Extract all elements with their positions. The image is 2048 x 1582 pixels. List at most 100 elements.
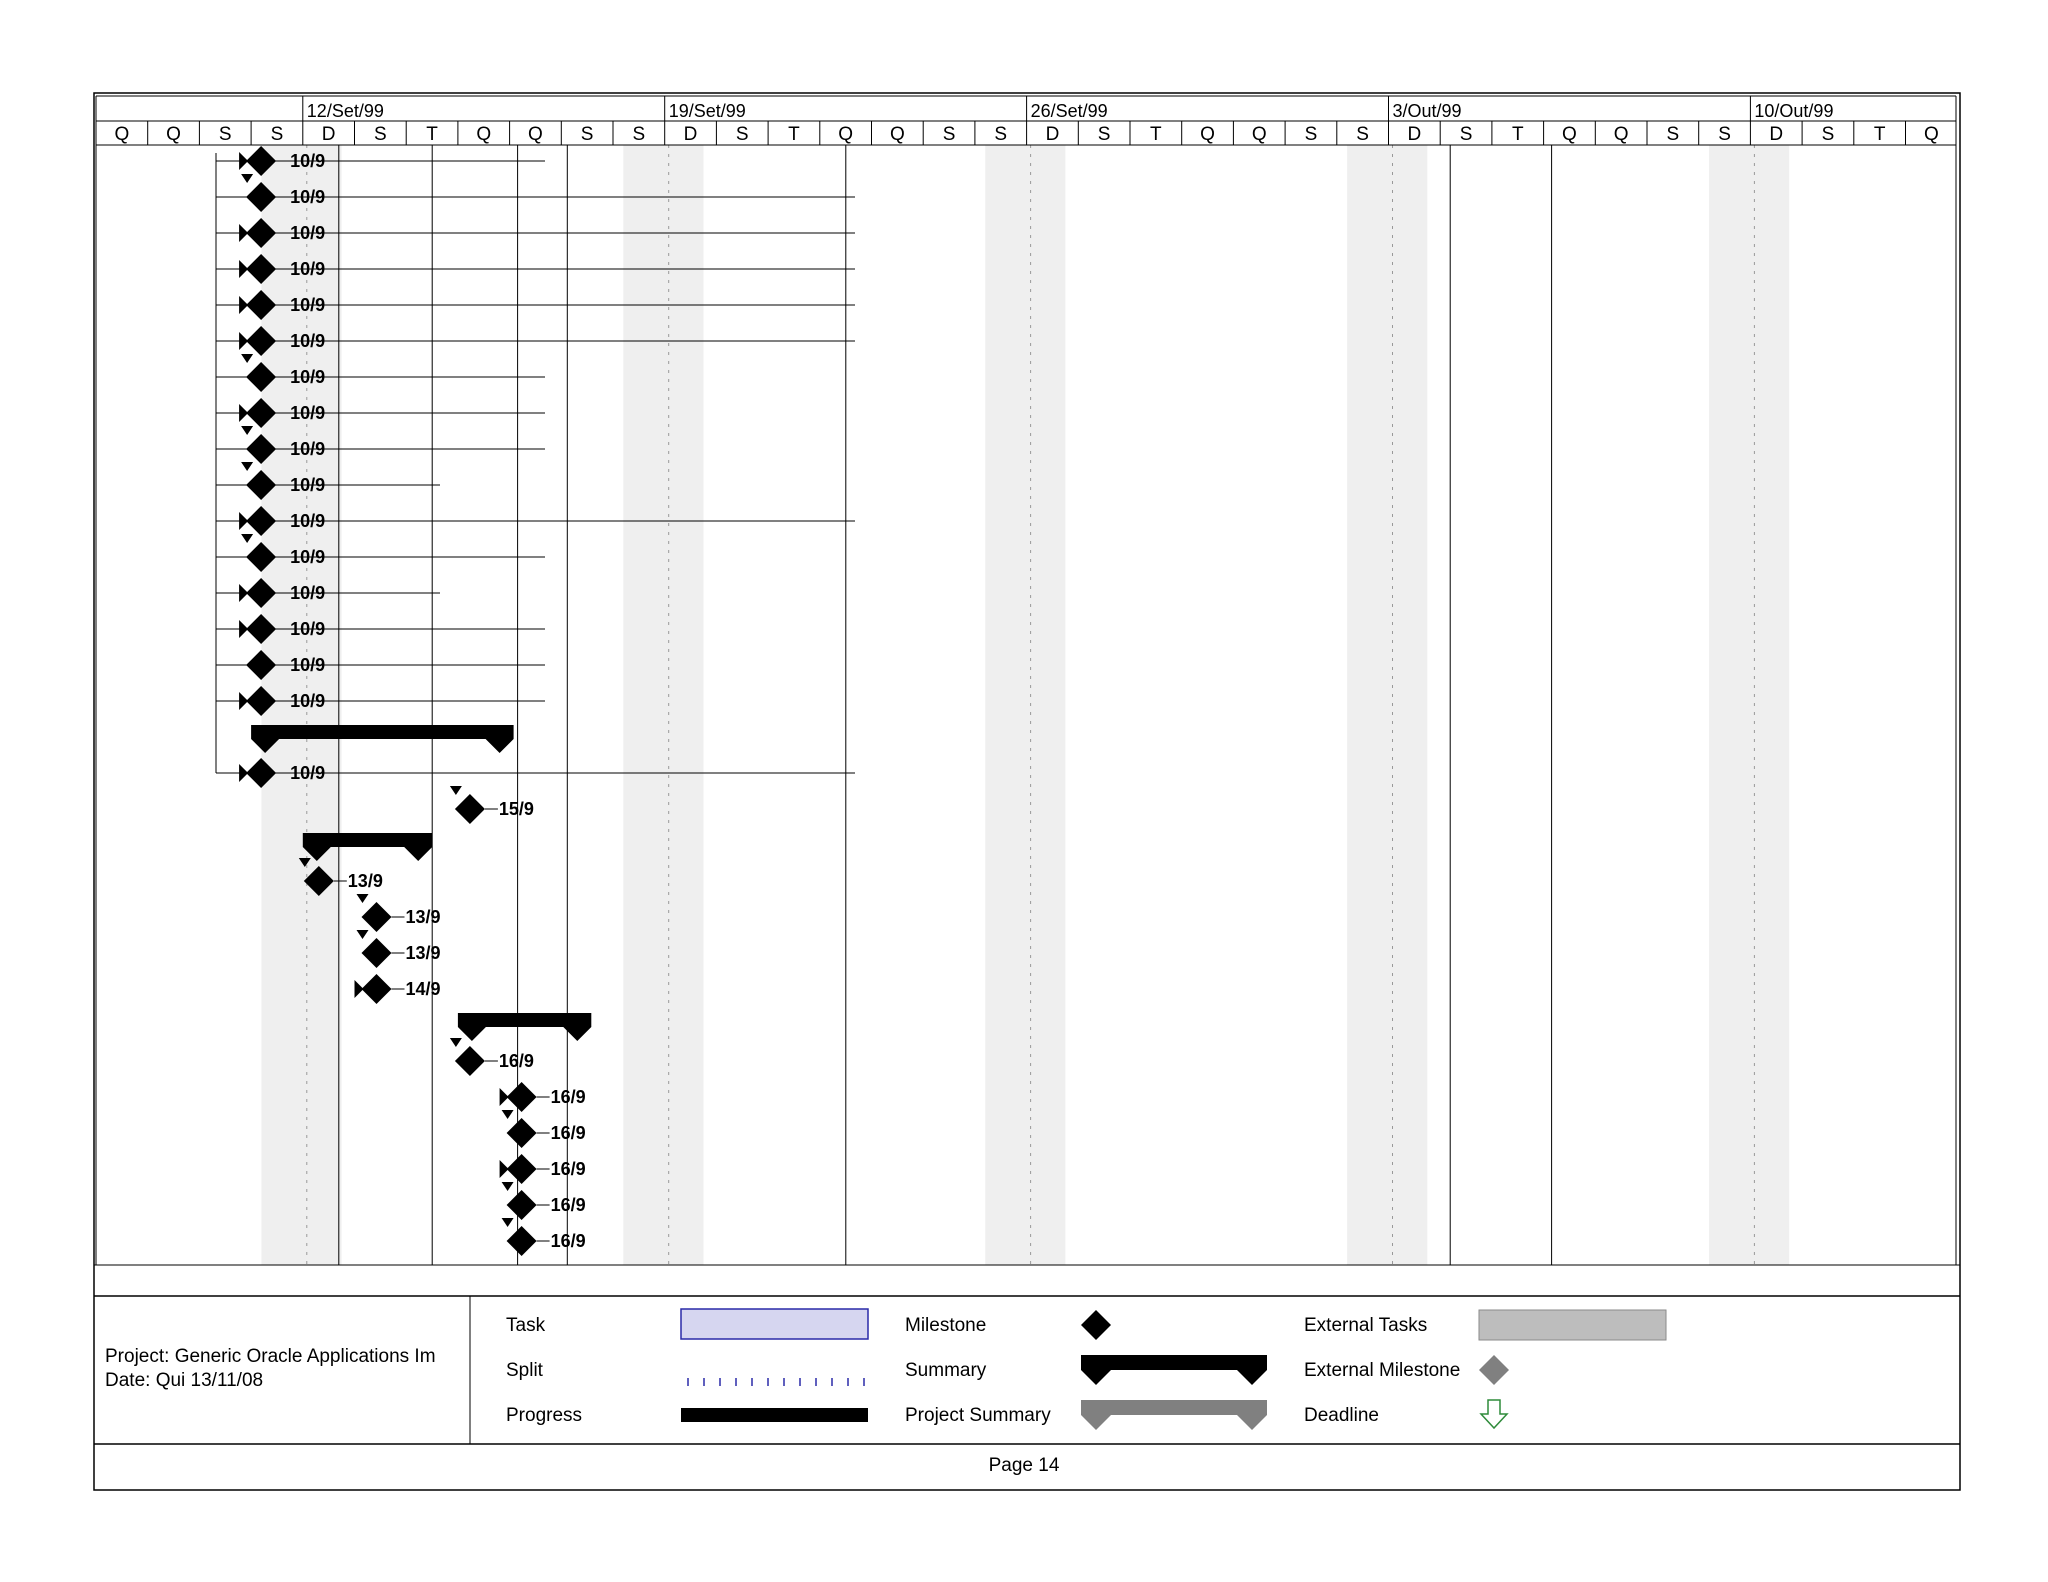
milestone-diamond — [454, 1046, 485, 1076]
dependency-arrow-right — [499, 1088, 509, 1106]
week-label: 19/Set/99 — [669, 101, 746, 121]
milestone-date-label: 10/9 — [290, 367, 325, 387]
project-name: Project: Generic Oracle Applications Im — [105, 1346, 436, 1367]
legend-progress-label: Progress — [506, 1405, 583, 1426]
day-label: Q — [838, 124, 853, 145]
milestone-date-label: 16/9 — [551, 1087, 586, 1107]
day-label: Q — [1200, 124, 1215, 145]
legend-external-tasks-bar — [1478, 1309, 1667, 1341]
dependency-arrow-down — [241, 426, 254, 435]
day-label: D — [322, 124, 336, 145]
milestone-date-label: 10/9 — [290, 511, 325, 531]
dependency-arrow-right — [239, 584, 249, 602]
milestone-diamond — [361, 902, 392, 932]
dependency-arrow-right — [499, 1160, 509, 1178]
weekend-shade — [985, 145, 1066, 1265]
milestone-date-label: 10/9 — [290, 331, 325, 351]
weekend-shade — [1347, 145, 1428, 1265]
dependency-arrow-right — [239, 224, 249, 242]
milestone-date-label: 10/9 — [290, 691, 325, 711]
day-label: S — [994, 124, 1007, 145]
day-label: Q — [1924, 124, 1939, 145]
legend — [680, 1308, 1667, 1430]
day-label: S — [1667, 124, 1680, 145]
milestone-date-label: 15/9 — [499, 799, 534, 819]
dependency-arrow-down — [449, 1038, 462, 1047]
dependency-arrow-right — [239, 296, 249, 314]
milestone-date-label: 10/9 — [290, 583, 325, 603]
day-label: S — [1356, 124, 1369, 145]
weekend-shade — [1709, 145, 1790, 1265]
summary-bar-2 — [302, 833, 433, 861]
dependency-arrow-right — [239, 692, 249, 710]
day-label: Q — [1562, 124, 1577, 145]
legend-milestone-label: Milestone — [905, 1315, 987, 1336]
milestone-diamond — [246, 578, 277, 608]
milestone-date-label: 10/9 — [290, 619, 325, 639]
legend-summary-bar — [1081, 1355, 1267, 1385]
legend-split-label: Split — [506, 1360, 543, 1381]
deadline-arrow-icon — [1479, 1399, 1509, 1430]
milestone-diamond — [506, 1190, 537, 1220]
day-label: Q — [1614, 124, 1629, 145]
timescale-header: Q Q S S D S T Q Q S S D S T Q Q S S D S T Q Q S S D S T Q Q S S D S T Q 12/S… — [95, 96, 1939, 145]
legend-progress-bar — [681, 1408, 868, 1422]
day-label: D — [1769, 124, 1783, 145]
milestone-date-label: 10/9 — [290, 151, 325, 171]
dependency-arrow-down — [241, 354, 254, 363]
week-label: 26/Set/99 — [1031, 101, 1108, 121]
legend-milestone-diamond — [1081, 1310, 1111, 1340]
milestone-diamond — [246, 542, 277, 572]
milestone-diamond — [361, 938, 392, 968]
week-label: 12/Set/99 — [307, 101, 384, 121]
dependency-arrow-down — [356, 930, 369, 939]
summary-bar-1 — [251, 725, 514, 753]
dependency-arrow-down — [356, 894, 369, 903]
milestone-date-label: 13/9 — [406, 943, 441, 963]
milestone-date-label: 16/9 — [499, 1051, 534, 1071]
dependency-arrow-down — [449, 786, 462, 795]
day-label: S — [1718, 124, 1731, 145]
milestone-diamond — [246, 650, 277, 680]
dependency-arrow-down — [501, 1182, 514, 1191]
milestone-date-label: 10/9 — [290, 295, 325, 315]
legend-project-summary-bar — [1081, 1400, 1267, 1430]
day-label: S — [271, 124, 284, 145]
milestone-diamond — [246, 506, 277, 536]
legend-external-milestone-diamond — [1479, 1355, 1509, 1385]
day-label: S — [633, 124, 646, 145]
day-label: S — [1460, 124, 1473, 145]
day-label: Q — [114, 124, 129, 145]
milestone-date-label: 14/9 — [406, 979, 441, 999]
day-label: T — [1150, 124, 1162, 145]
milestone-date-label: 16/9 — [551, 1231, 586, 1251]
dependency-arrow-right — [239, 404, 249, 422]
milestone-date-label: 13/9 — [406, 907, 441, 927]
milestone-diamond — [246, 758, 277, 788]
day-label: S — [1098, 124, 1111, 145]
weekend-shading — [261, 145, 1790, 1265]
day-label: T — [426, 124, 438, 145]
day-label: Q — [166, 124, 181, 145]
milestone-diamond — [246, 398, 277, 428]
week-label: 3/Out/99 — [1393, 101, 1462, 121]
milestone-date-label: 10/9 — [290, 475, 325, 495]
report-date: Date: Qui 13/11/08 — [105, 1370, 264, 1391]
milestone-diamond — [506, 1082, 537, 1112]
dependency-arrow-right — [354, 980, 364, 998]
legend-external-tasks-label: External Tasks — [1304, 1315, 1428, 1336]
milestone-date-label: 10/9 — [290, 223, 325, 243]
day-label: T — [1512, 124, 1524, 145]
legend-task-bar — [680, 1308, 869, 1340]
gantt-bars: 10/9 10/9 10/9 10/9 10/9 10/9 10/9 10/9 10/9 10/9… — [246, 146, 592, 1256]
day-label: Q — [528, 124, 543, 145]
milestone-date-label: 10/9 — [290, 439, 325, 459]
day-label: S — [1822, 124, 1835, 145]
milestone-date-label: 10/9 — [290, 763, 325, 783]
day-label: D — [1407, 124, 1421, 145]
day-label: T — [1874, 124, 1886, 145]
project-info: Project: Generic Oracle Applications Im … — [105, 1345, 465, 1393]
milestone-date-label: 16/9 — [551, 1159, 586, 1179]
day-label: S — [943, 124, 956, 145]
